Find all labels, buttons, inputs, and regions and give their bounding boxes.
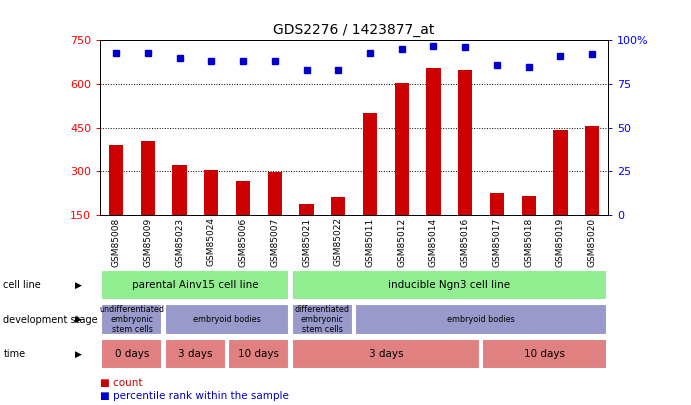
- Bar: [482, 339, 607, 369]
- Bar: [553, 130, 567, 215]
- Bar: [355, 304, 607, 335]
- Bar: [102, 304, 162, 335]
- Text: inducible Ngn3 cell line: inducible Ngn3 cell line: [388, 280, 511, 290]
- Bar: [331, 197, 346, 215]
- Bar: [458, 70, 473, 215]
- Bar: [267, 172, 282, 215]
- Bar: [363, 113, 377, 215]
- Bar: [109, 145, 123, 215]
- Text: 10 days: 10 days: [524, 349, 565, 359]
- Bar: [165, 304, 290, 335]
- Bar: [395, 83, 409, 215]
- Bar: [426, 68, 441, 215]
- Text: parental Ainv15 cell line: parental Ainv15 cell line: [132, 280, 258, 290]
- Text: ▶: ▶: [75, 315, 82, 324]
- Bar: [102, 339, 162, 369]
- Text: cell line: cell line: [3, 280, 41, 290]
- Text: development stage: development stage: [3, 315, 98, 324]
- Bar: [292, 304, 353, 335]
- Text: ■ count: ■ count: [100, 378, 143, 388]
- Text: 0 days: 0 days: [115, 349, 149, 359]
- Text: time: time: [3, 349, 26, 359]
- Bar: [102, 270, 290, 301]
- Bar: [229, 339, 290, 369]
- Bar: [490, 193, 504, 215]
- Text: 10 days: 10 days: [238, 349, 279, 359]
- Bar: [299, 205, 314, 215]
- Bar: [292, 339, 480, 369]
- Text: 3 days: 3 days: [178, 349, 213, 359]
- Text: ■ percentile rank within the sample: ■ percentile rank within the sample: [100, 391, 289, 401]
- Text: undifferentiated
embryonic
stem cells: undifferentiated embryonic stem cells: [100, 305, 164, 334]
- Bar: [141, 141, 155, 215]
- Bar: [585, 126, 599, 215]
- Bar: [292, 270, 607, 301]
- Text: differentiated
embryonic
stem cells: differentiated embryonic stem cells: [295, 305, 350, 334]
- Text: 3 days: 3 days: [368, 349, 403, 359]
- Text: ▶: ▶: [75, 281, 82, 290]
- Bar: [236, 181, 250, 215]
- Bar: [165, 339, 226, 369]
- Title: GDS2276 / 1423877_at: GDS2276 / 1423877_at: [274, 23, 435, 37]
- Text: embryoid bodies: embryoid bodies: [193, 315, 261, 324]
- Bar: [173, 165, 187, 215]
- Text: embryoid bodies: embryoid bodies: [447, 315, 515, 324]
- Text: ▶: ▶: [75, 350, 82, 358]
- Bar: [522, 196, 536, 215]
- Bar: [204, 170, 218, 215]
